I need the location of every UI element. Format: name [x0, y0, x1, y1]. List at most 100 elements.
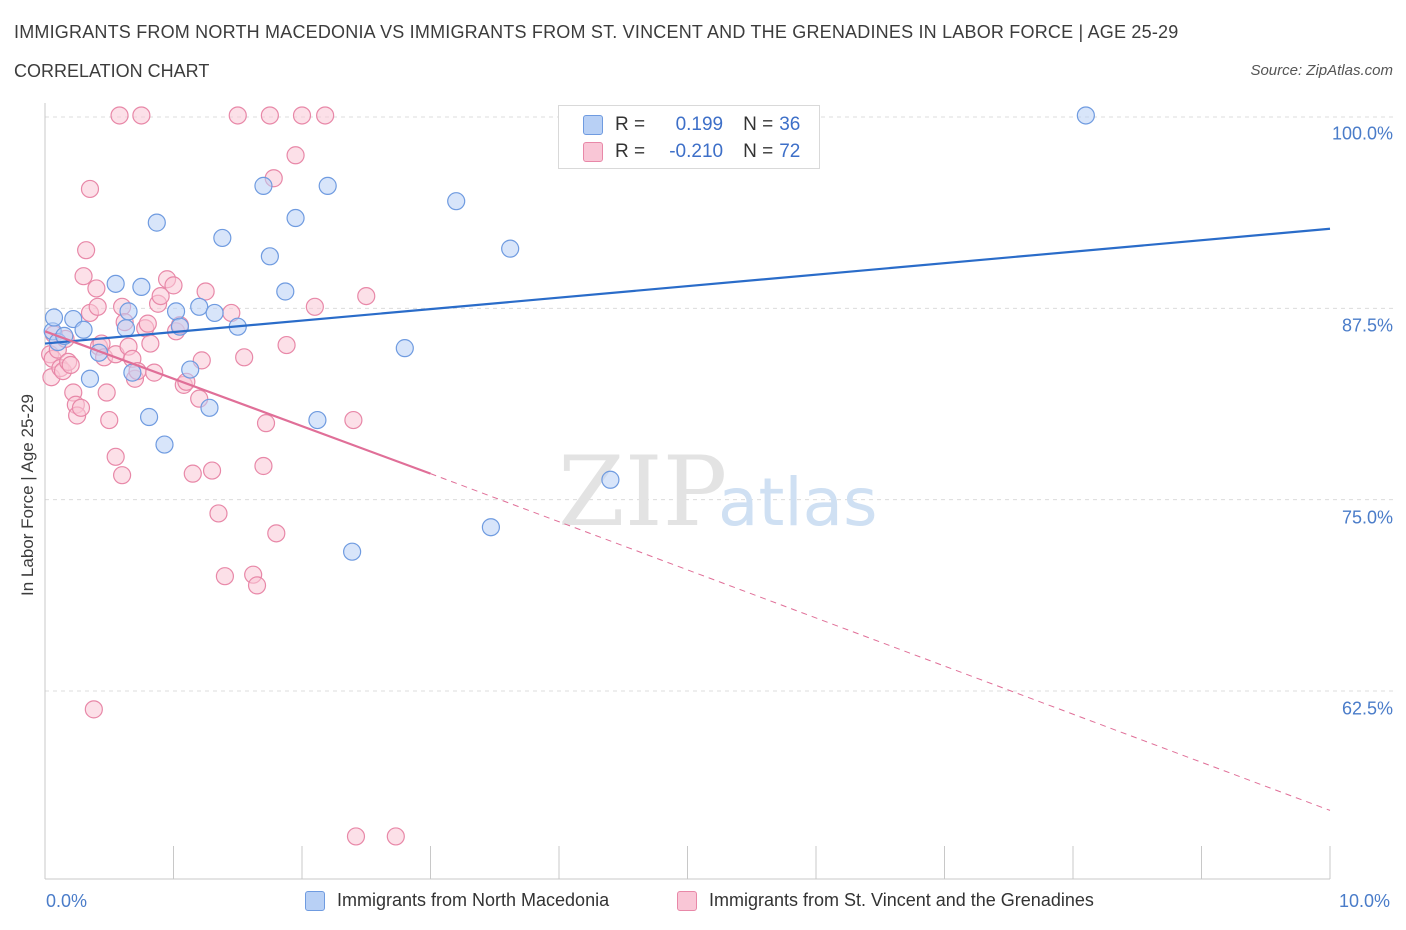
- y-tick-100: 100.0%: [1331, 123, 1393, 144]
- y-tick-62.5: 62.5%: [1341, 698, 1393, 719]
- scatter-point: [44, 308, 64, 327]
- blue-series: [43, 106, 1095, 561]
- scatter-point: [190, 297, 209, 316]
- r-label: R =: [615, 141, 646, 162]
- scatter-point: [256, 414, 276, 433]
- scatter-point: [80, 179, 100, 199]
- blue-n-value: 36: [779, 114, 801, 135]
- scatter-point: [305, 297, 324, 316]
- scatter-point: [447, 192, 466, 211]
- scatter-point: [77, 241, 96, 260]
- scatter-point: [151, 286, 170, 306]
- scatter-point: [84, 700, 103, 719]
- scatter-point: [200, 398, 219, 417]
- pink-swatch: [583, 142, 603, 162]
- scatter-point: [343, 542, 362, 561]
- x-tick-0: 0.0%: [46, 891, 88, 911]
- scatter-point: [106, 274, 125, 293]
- scatter-point: [71, 398, 91, 417]
- scatter-point: [166, 302, 186, 321]
- scatter-point: [308, 410, 327, 430]
- legend-row-blue: R = 0.199 N = 36: [583, 113, 800, 137]
- blue-r-value: 0.199: [675, 114, 724, 135]
- scatter-point: [267, 524, 286, 543]
- scatter-point: [181, 360, 200, 379]
- watermark-atlas: atlas: [718, 464, 878, 541]
- legend-item-pink: Immigrants from St. Vincent and the Gren…: [677, 890, 1094, 911]
- scatter-point: [147, 213, 166, 232]
- scatter-point: [386, 827, 405, 846]
- blue-swatch: [583, 115, 603, 135]
- scatter-point: [132, 277, 151, 297]
- y-tick-87.5: 87.5%: [1341, 315, 1393, 336]
- pink-series: [41, 106, 405, 846]
- scatter-point: [110, 106, 129, 125]
- scatter-point: [1076, 106, 1095, 125]
- scatter-point: [215, 567, 234, 586]
- scatter-point: [286, 208, 305, 228]
- scatter-point: [100, 410, 119, 430]
- scatter-point: [260, 247, 279, 266]
- scatter-point: [286, 146, 305, 165]
- scatter-point: [61, 355, 80, 375]
- axes: [44, 103, 1331, 880]
- scatter-point: [106, 447, 125, 466]
- scatter-point: [155, 435, 174, 454]
- scatter-point: [501, 239, 520, 258]
- scatter-point: [277, 335, 296, 355]
- pink-trend-line: [44, 330, 431, 475]
- scatter-point: [164, 276, 183, 295]
- scatter-point: [89, 343, 109, 362]
- pink-r-value: -0.210: [669, 141, 724, 162]
- pink-legend-label: Immigrants from St. Vincent and the Gren…: [709, 890, 1094, 910]
- blue-legend-swatch: [305, 890, 325, 911]
- scatter-point: [228, 106, 247, 125]
- scatter-point: [205, 303, 224, 323]
- scatter-point: [316, 106, 335, 125]
- pink-n-value: 72: [779, 141, 801, 162]
- scatter-point: [247, 576, 267, 595]
- blue-legend-label: Immigrants from North Macedonia: [337, 890, 610, 910]
- n-label: N =: [743, 141, 774, 162]
- pink-legend-swatch: [677, 890, 697, 911]
- legend-item-blue: Immigrants from North Macedonia: [305, 890, 609, 911]
- trend-lines: [44, 227, 1331, 811]
- scatter-point: [292, 106, 312, 125]
- scatter-point: [112, 466, 132, 485]
- scatter-point: [395, 339, 414, 358]
- scatter-point: [74, 320, 93, 339]
- scatter-point: [88, 297, 107, 316]
- scatter-point: [213, 228, 232, 248]
- scatter-point: [235, 348, 254, 367]
- chart-subtitle: CORRELATION CHART: [14, 61, 210, 81]
- scatter-point: [74, 267, 93, 286]
- scatter-point: [183, 464, 202, 483]
- scatter-point: [254, 176, 273, 195]
- scatter-point: [116, 319, 136, 338]
- scatter-point: [202, 461, 222, 480]
- scatter-point: [481, 518, 500, 537]
- scatter-point: [346, 827, 366, 846]
- gridlines: [45, 116, 1395, 692]
- chart-title: IMMIGRANTS FROM NORTH MACEDONIA VS IMMIG…: [14, 22, 1179, 42]
- scatter-point: [141, 334, 160, 353]
- scatter-point: [119, 302, 138, 321]
- r-label: R =: [615, 114, 646, 135]
- scatter-point: [209, 504, 228, 523]
- watermark: ZIP atlas: [558, 436, 878, 548]
- blue-trend-line: [44, 227, 1331, 345]
- scatter-point: [196, 282, 215, 301]
- scatter-point: [132, 106, 151, 125]
- scatter-point: [97, 383, 116, 402]
- scatter-point: [601, 470, 620, 489]
- correlation-legend: R = 0.199 N = 36 R = -0.210 N = 72: [558, 105, 820, 169]
- legend-row-pink: R = -0.210 N = 72: [583, 140, 800, 164]
- x-tick-10: 10.0%: [1339, 891, 1391, 911]
- scatter-point: [318, 176, 337, 195]
- scatter-point: [357, 286, 376, 306]
- scatter-point: [87, 279, 106, 298]
- scatter-point: [138, 314, 157, 333]
- scatter-point: [276, 282, 295, 301]
- scatter-point: [80, 369, 100, 388]
